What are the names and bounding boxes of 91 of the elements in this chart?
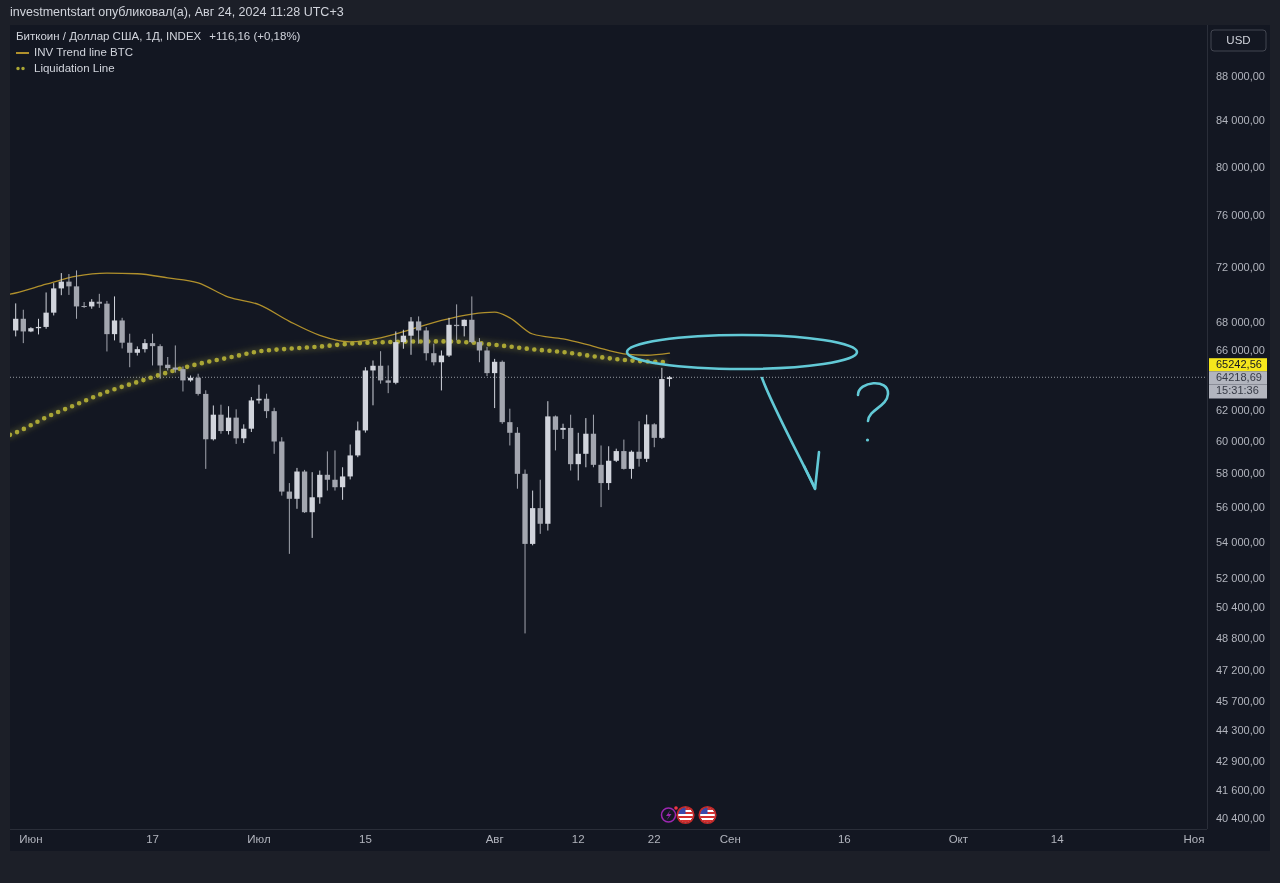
y-tick-label: 45 700,00 xyxy=(1216,694,1265,707)
candlestick xyxy=(73,269,80,320)
legend-label: INV Trend line BTC xyxy=(34,46,134,59)
candlestick xyxy=(385,364,391,394)
candlestick xyxy=(324,450,331,492)
y-tick-label: 72 000,00 xyxy=(1216,261,1265,274)
candlestick xyxy=(491,358,498,409)
candlestick xyxy=(431,343,437,366)
candlestick xyxy=(332,449,338,492)
candlestick xyxy=(408,316,414,356)
candlestick xyxy=(628,449,635,480)
x-tick-label: Окт xyxy=(948,833,969,846)
y-tick-label: 58 000,00 xyxy=(1216,467,1265,480)
y-tick-label: 42 900,00 xyxy=(1216,755,1265,768)
y-tick-label: 44 300,00 xyxy=(1216,724,1265,737)
y-tick-label: 84 000,00 xyxy=(1216,113,1265,126)
candlestick xyxy=(66,273,72,296)
y-tick-label: 56 000,00 xyxy=(1216,500,1265,513)
candlestick xyxy=(377,350,384,385)
y-tick-label: 54 000,00 xyxy=(1216,535,1265,548)
candlestick xyxy=(423,326,429,361)
candlestick xyxy=(142,338,148,353)
candlestick xyxy=(575,432,581,481)
text: investmentstart опубликовал(а), Авг 24, 2024 11:28 UTC+3 xyxy=(10,5,344,20)
candlestick xyxy=(469,295,475,344)
y-axis-title: USD xyxy=(1226,33,1251,46)
candlestick xyxy=(286,482,293,555)
candlestick xyxy=(507,408,513,446)
y-tick-label: 88 000,00 xyxy=(1216,69,1265,82)
candlestick xyxy=(149,333,156,366)
x-tick-label: Июл xyxy=(247,833,271,846)
candlestick xyxy=(81,301,87,309)
x-tick-label: Июн xyxy=(19,833,43,846)
candlestick xyxy=(583,417,589,468)
candlestick xyxy=(157,343,163,380)
candlestick xyxy=(225,405,232,436)
candlestick xyxy=(43,291,49,330)
y-tick-label: 50 400,00 xyxy=(1216,601,1265,614)
x-tick-label: 22 xyxy=(647,833,661,846)
candlestick xyxy=(20,309,26,344)
candlestick xyxy=(666,375,673,388)
y-tick-label: 40 400,00 xyxy=(1216,812,1265,825)
ref-line-label: 64218,69 xyxy=(1216,370,1262,383)
candlestick xyxy=(476,337,483,363)
candlestick xyxy=(484,346,490,377)
candlestick xyxy=(339,466,346,501)
x-tick-label: 16 xyxy=(837,833,851,846)
candlestick xyxy=(598,444,604,508)
x-tick-label: Авг xyxy=(485,833,504,846)
candlestick xyxy=(180,365,186,392)
text: 65242,56 xyxy=(1216,357,1262,370)
y-tick-label: 76 000,00 xyxy=(1216,209,1265,222)
candlestick xyxy=(636,420,642,468)
line-series xyxy=(10,272,671,356)
text: 15:31:36 xyxy=(1216,384,1259,397)
candlestick xyxy=(317,470,323,505)
x-tick-label: 17 xyxy=(146,833,159,846)
x-tick-label: 14 xyxy=(1050,833,1065,846)
y-tick-label: 41 600,00 xyxy=(1216,784,1265,797)
candlestick xyxy=(651,422,657,448)
candlestick xyxy=(552,414,559,451)
candlestick xyxy=(263,393,270,419)
candlestick xyxy=(218,404,224,435)
candlestick xyxy=(195,373,201,397)
y-tick-label: 48 800,00 xyxy=(1216,632,1265,645)
candlestick xyxy=(119,317,125,349)
legend-label: Liquidation Line xyxy=(34,61,115,74)
candlestick xyxy=(606,445,612,491)
y-tick-label: 52 000,00 xyxy=(1216,571,1265,584)
candlestick xyxy=(233,408,239,445)
candlestick xyxy=(111,295,118,341)
y-tick-label: 80 000,00 xyxy=(1216,160,1265,173)
candlestick xyxy=(370,359,376,406)
y-tick-label: 60 000,00 xyxy=(1216,435,1265,448)
y-tick-label: 62 000,00 xyxy=(1216,403,1265,416)
x-tick-label: 15 xyxy=(359,833,372,846)
candlestick xyxy=(560,423,566,440)
x-tick-label: Сен xyxy=(719,833,741,846)
y-tick-label: 68 000,00 xyxy=(1216,315,1265,328)
candlestick xyxy=(415,315,422,345)
chart-title: Биткоин / Доллар США, 1Д, INDEX xyxy=(16,30,202,43)
candlestick xyxy=(537,479,543,535)
candlestick xyxy=(309,471,315,539)
y-tick-label: 66 000,00 xyxy=(1216,344,1265,357)
candlestick xyxy=(621,439,627,471)
candlestick xyxy=(127,333,133,368)
x-tick-label: Ноя xyxy=(1183,833,1205,846)
x-tick-label: 12 xyxy=(571,833,585,846)
annotation: +116,16 (+0,18%) xyxy=(209,30,301,43)
y-tick-label: 47 200,00 xyxy=(1216,663,1265,676)
candlestick xyxy=(347,444,353,480)
